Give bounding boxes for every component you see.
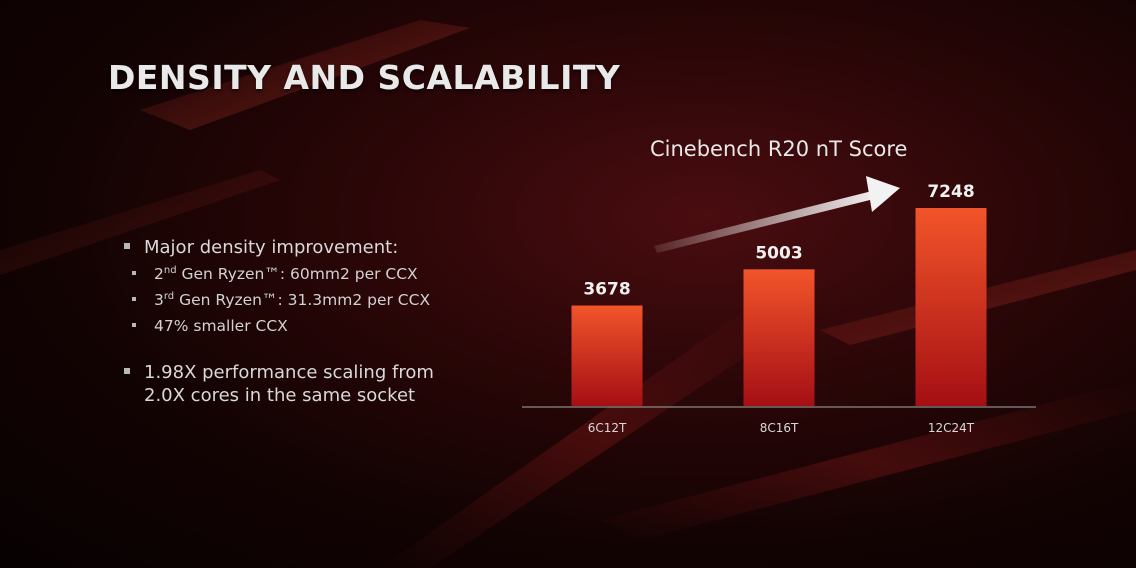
bar-12C24T — [915, 208, 987, 406]
bullet-text-line1: 1.98X performance scaling from — [144, 362, 434, 383]
sub-bullet-superscript: rd — [163, 291, 175, 302]
bullet-text: Major density improvement: — [144, 237, 399, 258]
sub-bullet-item: 2nd Gen Ryzen™: 60mm2 per CCX — [132, 261, 434, 287]
bullet-square-icon — [132, 271, 136, 275]
bullet-square-icon — [124, 243, 130, 249]
x-tick-label: 12C24T — [928, 421, 975, 435]
bullet-square-icon — [124, 368, 130, 374]
x-tick-label: 6C12T — [588, 421, 627, 435]
bullet-text-line2: 2.0X cores in the same socket — [144, 385, 416, 406]
bar-6C12T — [571, 305, 643, 406]
sub-bullet-superscript: nd — [163, 265, 177, 276]
sub-bullet-text: 47% smaller CCX — [154, 317, 288, 335]
trend-arrow-icon — [654, 176, 900, 253]
bullet-square-icon — [132, 297, 136, 301]
bullet-list: Major density improvement: 2nd Gen Ryzen… — [124, 236, 434, 407]
slide-title: DENSITY AND SCALABILITY — [108, 58, 621, 97]
sub-bullet-ordinal: 3 — [154, 291, 164, 309]
bar-value-label: 3678 — [583, 280, 630, 300]
bullet-item: 1.98X performance scaling from 2.0X core… — [124, 361, 434, 407]
bullet-item: Major density improvement: — [124, 236, 434, 259]
sub-bullet-ordinal: 2 — [154, 265, 164, 283]
chart-title: Cinebench R20 nT Score — [650, 137, 908, 161]
sub-bullet-item: 47% smaller CCX — [132, 313, 434, 339]
x-tick-label: 8C16T — [760, 421, 799, 435]
sub-bullet-item: 3rd Gen Ryzen™: 31.3mm2 per CCX — [132, 287, 434, 313]
sub-bullet-text: Gen Ryzen™: 31.3mm2 per CCX — [174, 291, 431, 309]
bar-8C16T — [743, 269, 815, 406]
bars-group: 3678 6C12T 5003 8C16T 7248 12C24T — [571, 182, 987, 435]
bullet-square-icon — [132, 323, 136, 327]
bar-value-label: 5003 — [755, 243, 802, 263]
bar-value-label: 7248 — [927, 182, 974, 202]
sub-bullet-text: Gen Ryzen™: 60mm2 per CCX — [176, 265, 418, 283]
